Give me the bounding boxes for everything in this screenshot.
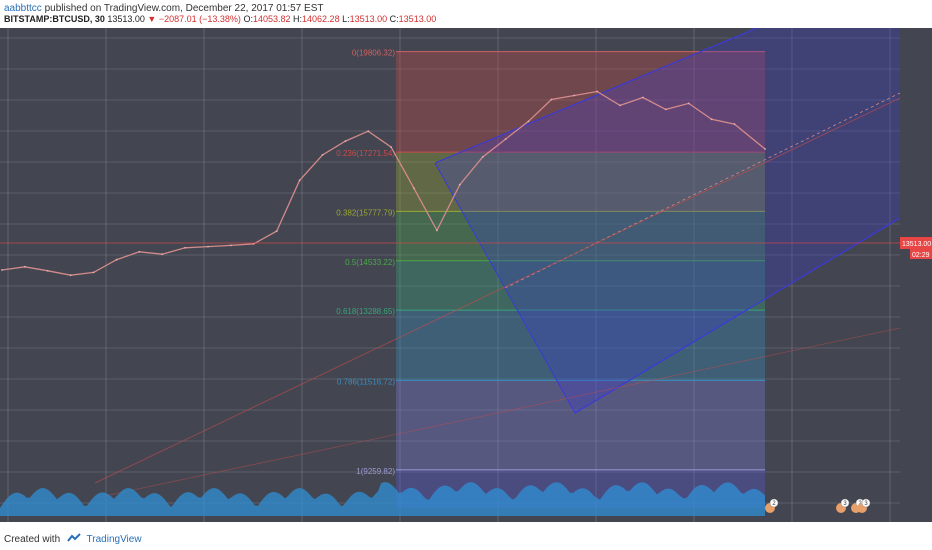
price-series-line xyxy=(1,90,766,276)
event-badge[interactable]: 3 xyxy=(857,498,871,513)
trendline-lower xyxy=(94,327,901,499)
price-point xyxy=(458,183,461,186)
price-point xyxy=(46,269,49,272)
event-badge[interactable]: 3 xyxy=(836,498,850,513)
chart-background xyxy=(0,28,900,522)
fib-zone xyxy=(396,260,765,311)
volume-area xyxy=(0,482,765,516)
fib-zone xyxy=(396,152,765,212)
publish-info: aabbttcc published on TradingView.com, D… xyxy=(4,3,323,14)
volume-histogram xyxy=(0,482,765,516)
low-value: 13513.00 xyxy=(349,14,388,24)
event-badge-count-bubble xyxy=(861,498,871,508)
fib-level-label: 0.618(13288.65) xyxy=(336,307,395,316)
trendline-upper xyxy=(94,97,901,484)
high-label: H: xyxy=(293,14,303,24)
price-point xyxy=(642,96,644,99)
event-badge-count-bubble xyxy=(840,498,850,508)
price-point xyxy=(92,271,95,274)
last-price-tag xyxy=(900,237,932,249)
fib-level-label: 0.786(11516.72) xyxy=(337,377,395,386)
price-point xyxy=(69,274,72,277)
price-point xyxy=(436,229,438,232)
price-point xyxy=(573,94,576,97)
fib-level-label: 0.236(17271.54) xyxy=(336,149,395,158)
price-point xyxy=(390,146,392,148)
price-point xyxy=(298,179,301,182)
last-price: 13513.00 xyxy=(107,14,145,24)
event-badge-count: 3 xyxy=(843,501,847,507)
price-point xyxy=(733,123,736,125)
symbol-label: BITSTAMP:BTCUSD, 30 xyxy=(4,14,105,24)
price-scale-tags: 13513.00 02:29 xyxy=(0,237,932,259)
fib-level-label: 0.382(15777.79) xyxy=(336,208,395,217)
footer: Created with TradingView xyxy=(0,528,932,550)
down-arrow-icon: ▼ xyxy=(147,14,157,24)
created-with-text: Created with xyxy=(4,534,61,545)
open-value: 14053.82 xyxy=(252,14,291,24)
symbol-info: BITSTAMP:BTCUSD, 30 13513.00 ▼ −2087.01 … xyxy=(4,14,436,24)
open-label: O: xyxy=(243,14,253,24)
price-point xyxy=(230,244,232,247)
price-point xyxy=(504,138,507,140)
price-scale-background xyxy=(900,28,932,522)
price-point xyxy=(1,269,3,271)
event-badge-count: 2 xyxy=(772,501,776,507)
price-point xyxy=(550,98,553,101)
price-point xyxy=(481,156,484,158)
last-price-tag-label: 13513.00 xyxy=(902,241,931,248)
price-chart[interactable]: 0(19806.32) 0.236(17271.54) 0.382(15777.79… xyxy=(0,0,932,522)
price-point xyxy=(275,230,278,233)
low-label: L: xyxy=(342,14,350,24)
event-badges[interactable]: 2323 xyxy=(765,498,871,513)
countdown-tag xyxy=(910,249,932,259)
fib-zone xyxy=(396,310,765,381)
price-point xyxy=(207,245,209,248)
price-point xyxy=(138,250,141,253)
event-badge-count-bubble xyxy=(769,498,779,508)
price-point xyxy=(161,253,164,256)
close-label: C: xyxy=(389,14,399,24)
price-point xyxy=(24,265,26,268)
price-point xyxy=(344,140,347,142)
event-badge[interactable]: 2 xyxy=(765,498,779,513)
tradingview-link[interactable]: TradingView xyxy=(86,534,142,545)
channel-lower-line xyxy=(574,217,901,414)
price-point xyxy=(413,187,415,190)
fib-level-label: 0.5(14533.22) xyxy=(345,258,395,267)
fib-zone xyxy=(396,211,765,261)
publisher-name[interactable]: aabbttcc xyxy=(4,3,42,14)
chart-area[interactable]: 0(19806.32) 0.236(17271.54) 0.382(15777.79… xyxy=(0,0,932,522)
chart-header: aabbttcc published on TradingView.com, D… xyxy=(0,0,932,28)
price-point xyxy=(252,242,255,245)
price-point xyxy=(184,246,187,249)
channel-edge-line xyxy=(434,162,576,414)
price-change: −2087.01 (−13.38%) xyxy=(158,14,241,24)
close-value: 13513.00 xyxy=(398,14,437,24)
price-point xyxy=(115,258,118,261)
published-text: published on TradingView.com, December 2… xyxy=(44,3,324,14)
price-point xyxy=(321,154,324,156)
price-point xyxy=(527,120,530,123)
price-series xyxy=(1,90,766,277)
countdown-tag-label: 02:29 xyxy=(912,252,930,259)
price-point xyxy=(664,108,667,111)
price-point xyxy=(596,90,598,93)
fib-level-label: 0(19806.32) xyxy=(352,49,395,58)
price-point xyxy=(367,130,370,133)
price-point xyxy=(687,102,690,105)
high-value: 14062.28 xyxy=(302,14,340,24)
tradingview-logo-icon[interactable] xyxy=(67,533,81,543)
channel-fill xyxy=(435,0,900,413)
fib-level-label: 1(9259.82) xyxy=(356,467,395,476)
price-point xyxy=(764,148,766,150)
event-badge-count: 3 xyxy=(864,501,868,507)
price-point xyxy=(619,104,621,107)
price-point xyxy=(710,118,713,121)
